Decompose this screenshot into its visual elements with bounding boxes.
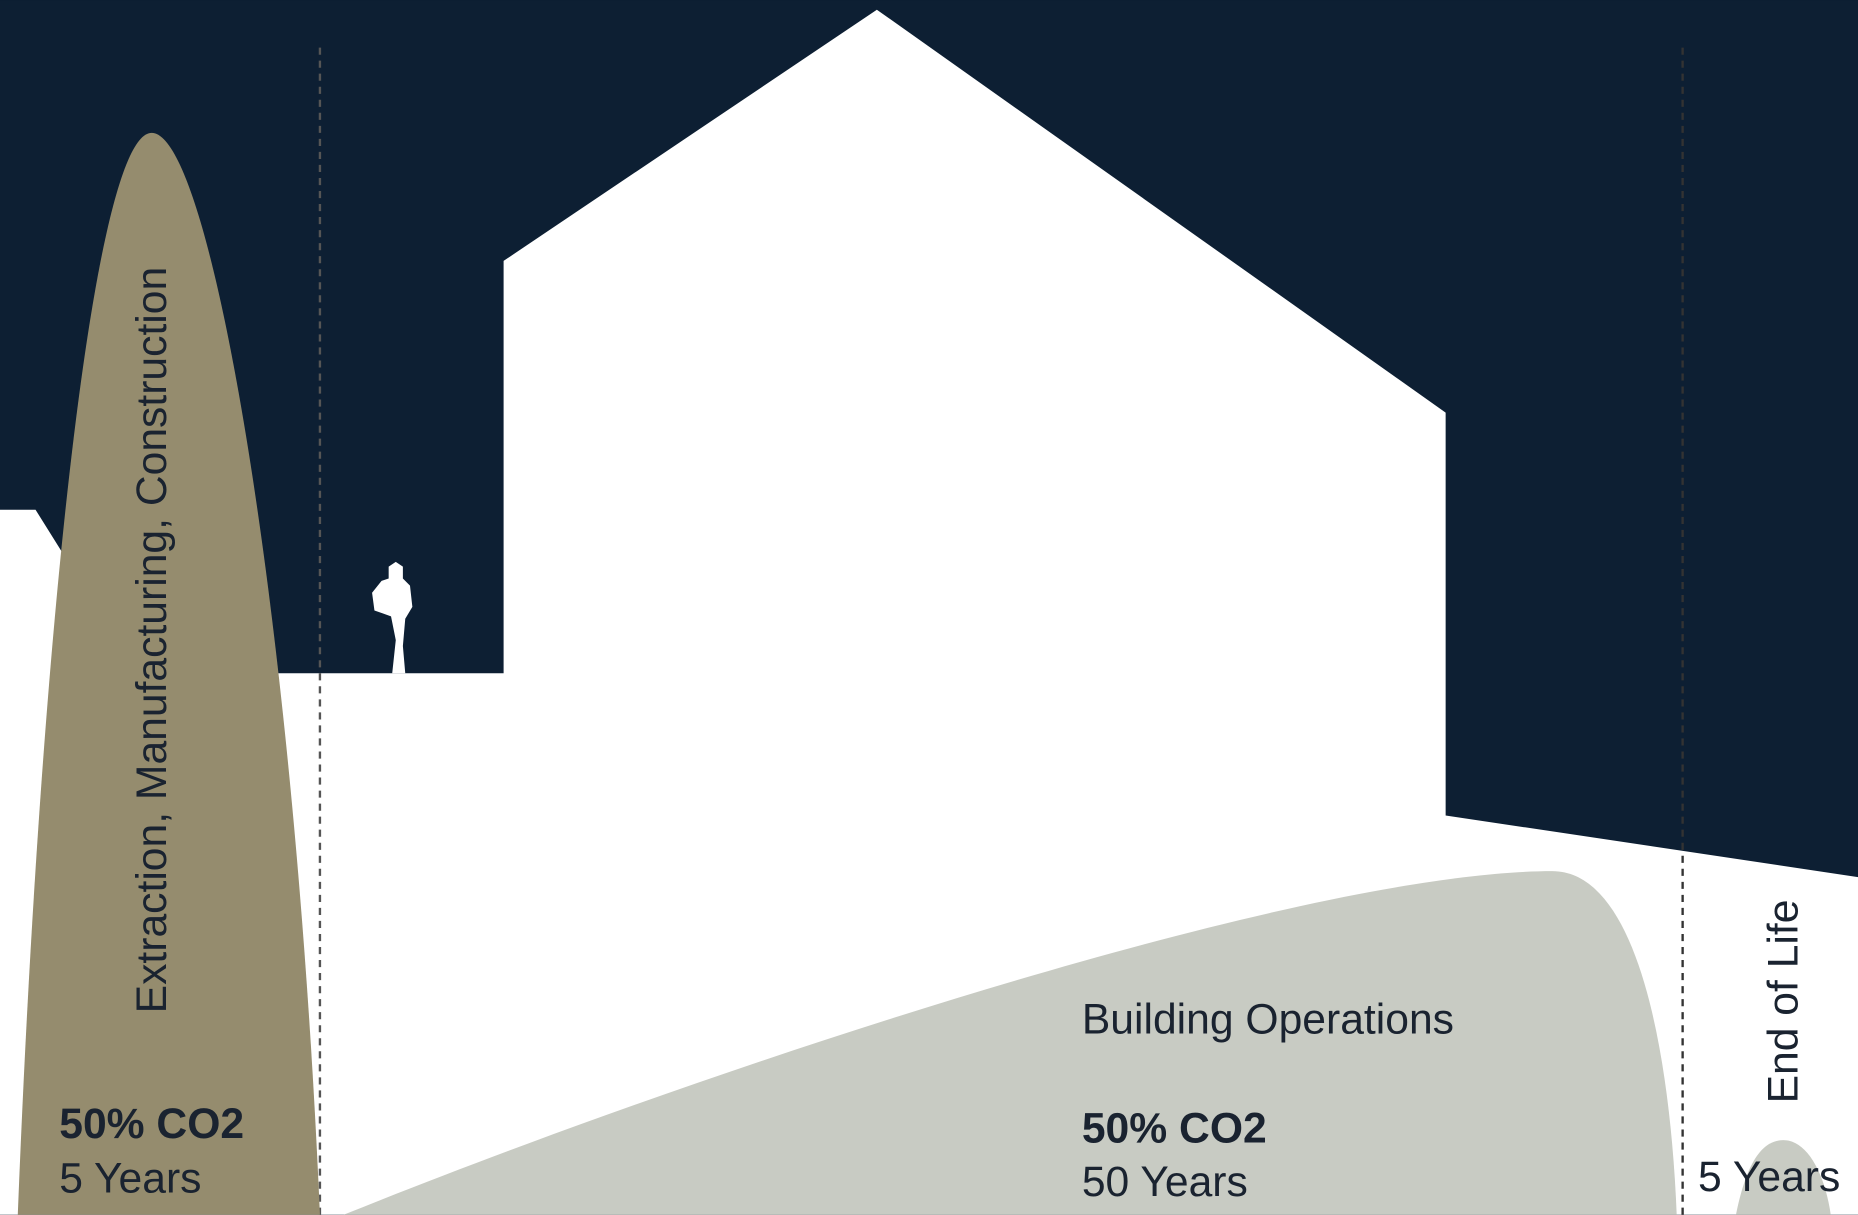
end-of-life-curve [1735,1140,1831,1215]
phase-label: End of Life [1760,900,1808,1104]
co2-share: 50% CO2 [59,1100,244,1148]
embodied-carbon-spike [17,132,320,1215]
co2-share: 50% CO2 [1082,1105,1267,1153]
duration: 5 Years [1698,1153,1840,1201]
operational-carbon-curve [343,871,1677,1215]
phase-label: Extraction, Manufacturing, Construction [128,267,176,1014]
duration: 50 Years [1082,1158,1248,1206]
person-silhouette [372,561,413,674]
phase-label: Building Operations [1082,995,1454,1043]
duration: 5 Years [59,1154,201,1202]
